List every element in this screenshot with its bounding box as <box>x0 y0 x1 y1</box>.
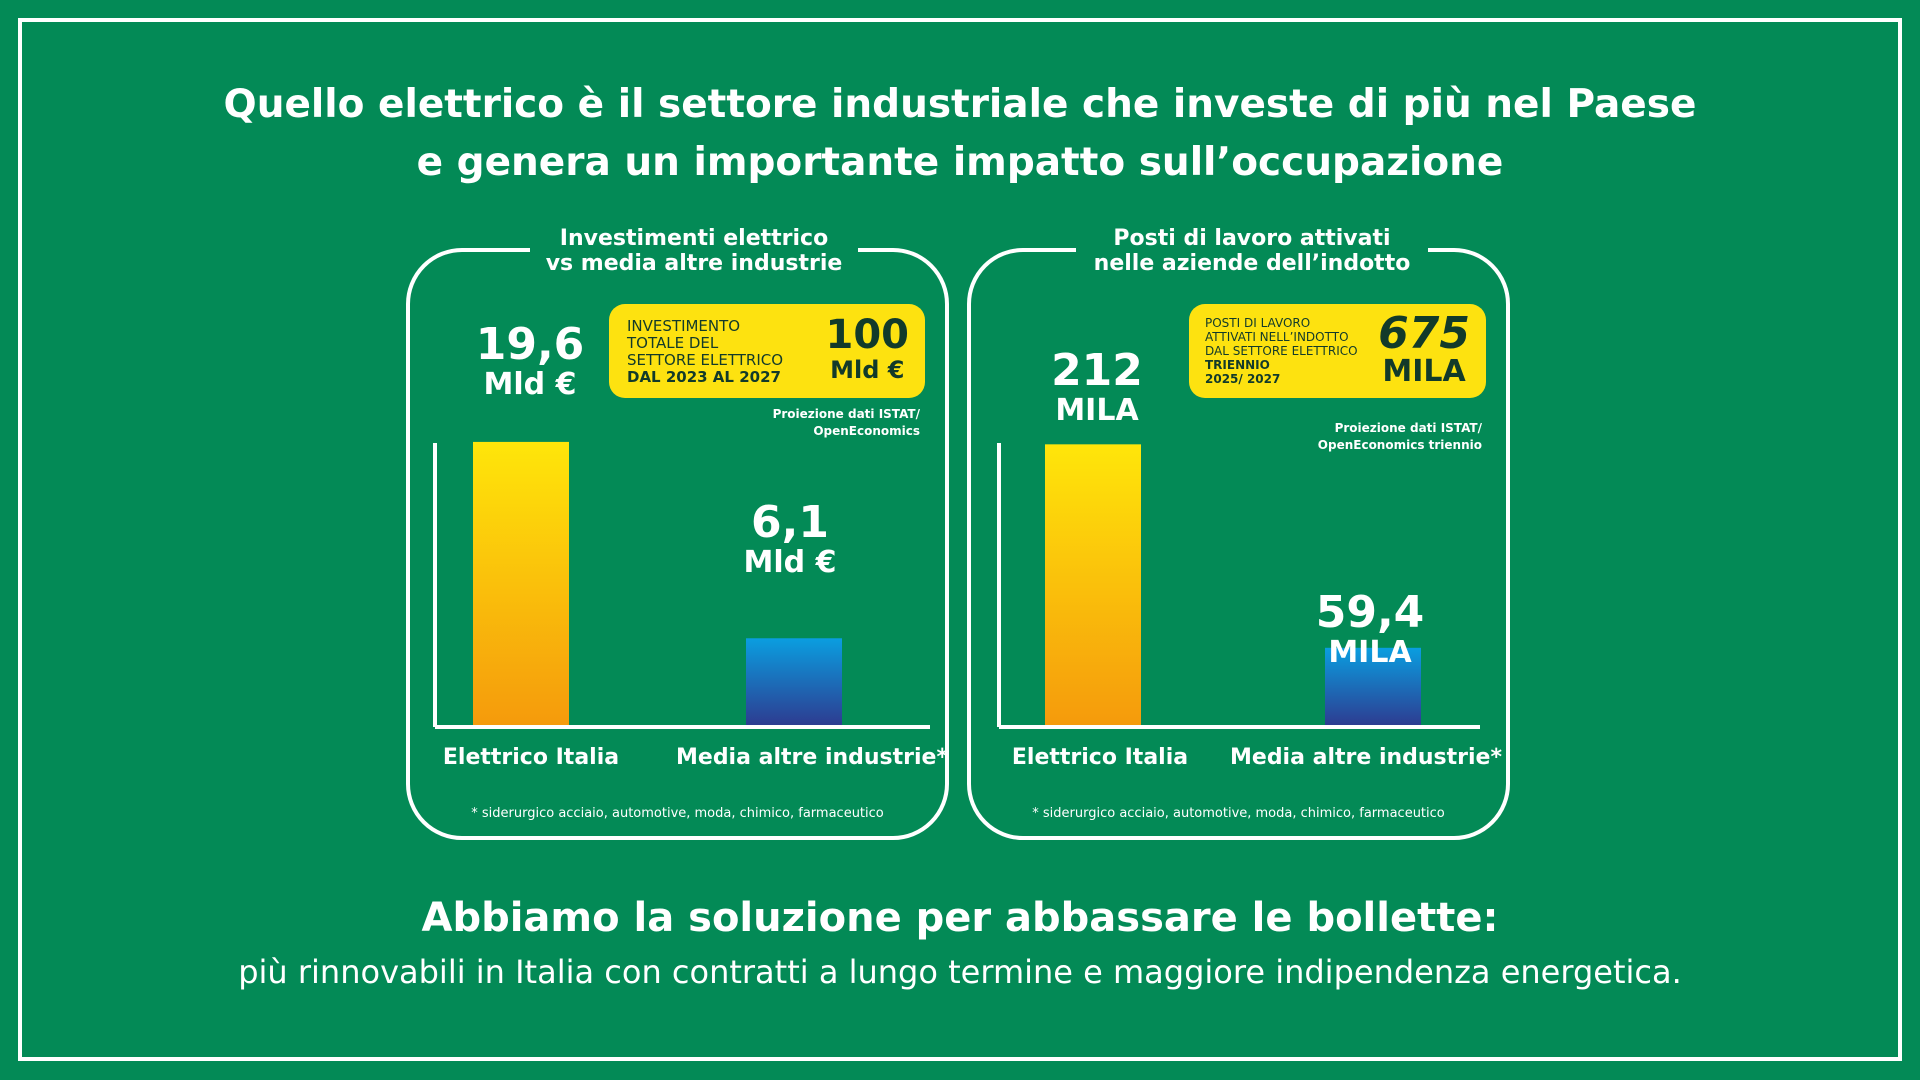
investment-callout-text: INVESTIMENTO TOTALE DEL SETTORE ELETTRIC… <box>627 318 783 386</box>
jobs-source-line-1: Proiezione dati ISTAT/ <box>1334 421 1482 435</box>
investment-callout-line-3: SETTORE ELETTRICO <box>627 351 784 369</box>
investment-panel-title: Investimenti elettrico vs media altre in… <box>530 224 858 278</box>
jobs-callout-period-label: TRIENNIO <box>1205 358 1270 372</box>
investment-electric-unit: Mld € <box>483 367 577 402</box>
jobs-callout-total-value: 675 <box>1378 308 1470 359</box>
investment-source-note: Proiezione dati ISTAT/ OpenEconomics <box>700 406 920 440</box>
jobs-callout-period: 2025/ 2027 <box>1205 372 1281 386</box>
investment-electric-value: 19,6 <box>475 319 585 370</box>
jobs-callout-line-3: DAL SETTORE ELETTRICO <box>1205 344 1358 358</box>
jobs-callout-total: 675 MILA <box>1378 312 1470 388</box>
jobs-footnote: * siderurgico acciaio, automotive, moda,… <box>1032 806 1445 821</box>
investment-callout-line-1: INVESTIMENTO <box>627 317 741 335</box>
investment-title-line-2: vs media altre industrie <box>545 251 843 276</box>
jobs-callout-line-1: POSTI DI LAVORO <box>1205 316 1311 330</box>
jobs-panel-title: Posti di lavoro attivati nelle aziende d… <box>1076 224 1428 278</box>
investment-category-other: Media altre industrie* <box>676 745 948 770</box>
jobs-callout-line-2: ATTIVATI NELL’INDOTTO <box>1205 330 1349 344</box>
closing-subtitle: più rinnovabili in Italia con contratti … <box>238 953 1682 991</box>
jobs-electric-unit: MILA <box>1055 393 1139 428</box>
jobs-electric-value-label: 212 MILA <box>1017 348 1177 428</box>
investment-source-line-2: OpenEconomics <box>813 424 920 438</box>
headline-line-1: Quello elettrico è il settore industrial… <box>223 82 1697 127</box>
jobs-title-line-2: nelle aziende dell’indotto <box>1093 251 1411 276</box>
investment-other-value-label: 6,1 Mld € <box>710 500 870 580</box>
jobs-callout: POSTI DI LAVORO ATTIVATI NELL’INDOTTO DA… <box>1189 304 1486 398</box>
investment-electric-value-label: 19,6 Mld € <box>450 322 610 402</box>
investment-callout-line-2: TOTALE DEL <box>627 334 719 352</box>
investment-source-line-1: Proiezione dati ISTAT/ <box>772 407 920 421</box>
jobs-other-value-label: 59,4 MILA <box>1290 590 1450 670</box>
investment-title-line-1: Investimenti elettrico <box>559 226 829 251</box>
jobs-other-unit: MILA <box>1328 635 1412 670</box>
jobs-source-line-2: OpenEconomics triennio <box>1317 438 1482 452</box>
headline-line-2: e genera un importante impatto sull’occu… <box>416 140 1504 185</box>
jobs-title-line-1: Posti di lavoro attivati <box>1113 226 1391 251</box>
outer-frame <box>18 18 1902 1061</box>
investment-callout-total-value: 100 <box>825 312 910 358</box>
investment-bar-electric <box>473 441 569 727</box>
investment-callout-period: DAL 2023 AL 2027 <box>627 368 781 386</box>
investment-other-unit: Mld € <box>743 545 837 580</box>
jobs-bar-electric <box>1045 444 1141 727</box>
jobs-other-value: 59,4 <box>1315 587 1425 638</box>
jobs-source-note: Proiezione dati ISTAT/ OpenEconomics tri… <box>1262 420 1482 454</box>
investment-bar-other <box>746 638 842 727</box>
jobs-category-other: Media altre industrie* <box>1230 745 1502 770</box>
investment-callout-total: 100 Mld € <box>826 314 910 384</box>
jobs-callout-text: POSTI DI LAVORO ATTIVATI NELL’INDOTTO DA… <box>1205 316 1358 386</box>
headline: Quello elettrico è il settore industrial… <box>0 76 1920 192</box>
jobs-bar-other <box>1325 647 1421 727</box>
investment-other-value: 6,1 <box>751 497 829 548</box>
jobs-electric-value: 212 <box>1051 345 1143 396</box>
investment-callout-total-unit: Mld € <box>830 356 905 384</box>
investment-category-electric: Elettrico Italia <box>442 745 620 770</box>
investment-footnote: * siderurgico acciaio, automotive, moda,… <box>471 806 884 821</box>
jobs-category-electric: Elettrico Italia <box>1011 745 1189 770</box>
jobs-callout-total-unit: MILA <box>1382 354 1466 389</box>
closing-title: Abbiamo la soluzione per abbassare le bo… <box>421 895 1499 941</box>
investment-callout: INVESTIMENTO TOTALE DEL SETTORE ELETTRIC… <box>609 304 925 398</box>
